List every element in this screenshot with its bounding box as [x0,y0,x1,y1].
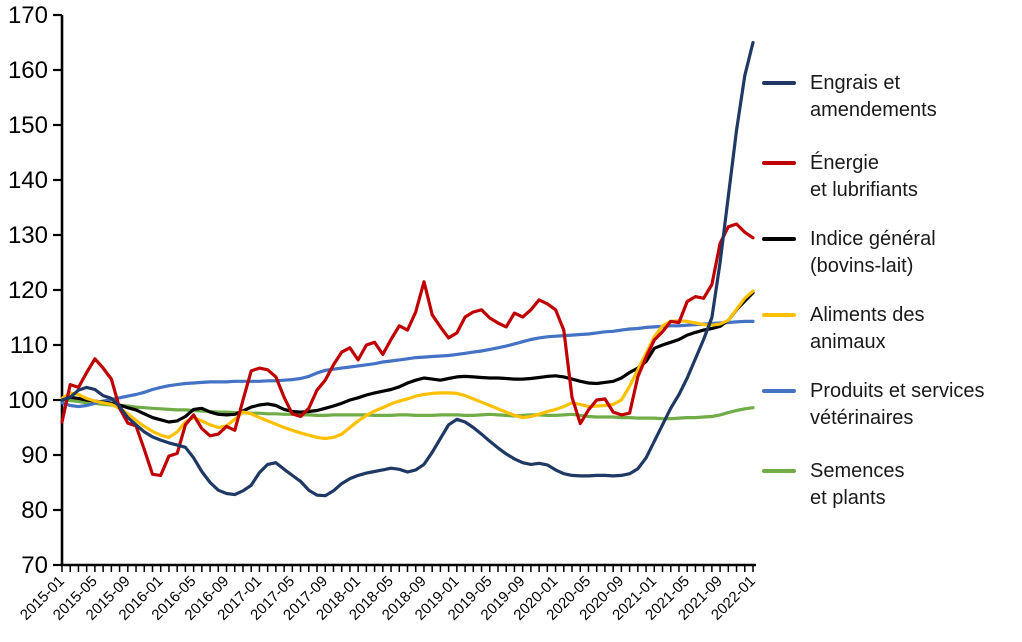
legend-item-engrais: Engrais et amendements [762,70,937,124]
svg-text:80: 80 [21,497,48,524]
svg-text:110: 110 [10,332,48,359]
svg-text:160: 160 [8,57,48,84]
legend-label-indice-general: Indice général (bovins-lait) [810,228,936,277]
legend-item-veterinaires: Produits et services vétérinaires [762,378,985,432]
legend-swatch-indice-general [762,237,796,241]
chart-legend: Engrais et amendements Énergie et lubrif… [762,0,1020,642]
legend-item-semences: Semences et plants [762,458,905,512]
legend-item-aliments: Aliments des animaux [762,302,925,356]
legend-label-semences: Semences et plants [810,460,905,509]
legend-swatch-engrais [762,81,796,85]
svg-text:170: 170 [8,2,48,29]
legend-label-veterinaires: Produits et services vétérinaires [810,380,985,429]
legend-label-aliments: Aliments des animaux [810,304,925,353]
legend-item-indice-general: Indice général (bovins-lait) [762,226,936,280]
legend-item-energie: Énergie et lubrifiants [762,150,918,204]
legend-swatch-semences [762,469,796,473]
svg-text:90: 90 [21,442,48,469]
legend-label-engrais: Engrais et amendements [810,72,937,121]
svg-text:130: 130 [8,222,48,249]
legend-swatch-energie [762,161,796,165]
svg-text:120: 120 [8,277,48,304]
svg-text:150: 150 [8,112,48,139]
legend-swatch-aliments [762,313,796,317]
legend-label-energie: Énergie et lubrifiants [810,152,918,201]
legend-swatch-veterinaires [762,389,796,393]
svg-text:100: 100 [8,387,48,414]
svg-text:140: 140 [8,167,48,194]
svg-text:70: 70 [21,552,48,579]
